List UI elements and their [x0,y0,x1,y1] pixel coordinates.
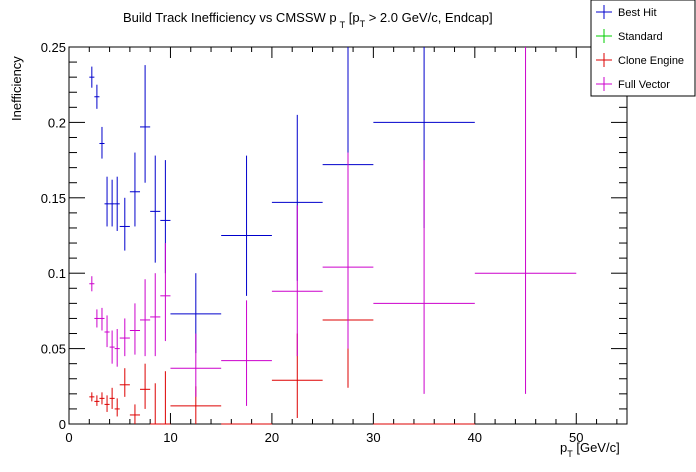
data-point [89,66,95,88]
y-tick-label: 0.15 [41,191,66,206]
data-point [104,395,110,412]
data-point [104,315,110,348]
x-axis-title-sub: T [567,449,573,459]
x-tick-label: 40 [468,430,482,445]
y-tick-label: 0.25 [41,40,66,55]
x-tick-label: 30 [366,430,380,445]
data-point [129,303,141,355]
series-best-hit [89,47,475,354]
x-axis-title-tail: [GeV/c] [573,440,620,455]
axis-ticks [68,46,627,425]
data-point [150,383,161,425]
legend-label: Clone Engine [618,55,684,67]
chart-title-mid: [p [345,10,359,25]
data-point [119,318,130,357]
chart-title-sub1: T [340,20,346,30]
data-point [322,152,374,349]
data-point [373,160,475,394]
legend-entry: Full Vector [596,77,670,91]
data-point [109,387,115,409]
chart-title-sub2: T [360,19,366,29]
chart-title-main: Build Track Inefficiency vs CMSSW p [123,10,337,25]
data-point [114,328,120,367]
data-point [271,205,323,357]
data-point [104,176,110,227]
x-tick-label: 50 [569,430,583,445]
series-layer [89,47,577,425]
x-tick-label: 0 [65,430,72,445]
series-full-vector [89,47,577,406]
y-tick-label: 0 [59,417,66,432]
data-point [89,276,95,292]
data-point [94,395,100,406]
data-point [89,392,95,402]
data-point [114,176,120,231]
data-point [221,300,272,406]
legend-entry: Standard [596,29,663,43]
legend-box [590,0,696,97]
data-point [99,392,105,405]
legend: Best Hit Standard Clone Engine Full Vector [590,0,696,97]
x-tick-label: 10 [163,430,177,445]
legend-label: Full Vector [618,79,670,91]
data-point [94,84,100,109]
data-point [129,152,141,227]
x-tick-label: 20 [265,430,279,445]
data-point [129,404,141,424]
data-point [140,363,151,409]
series-clone-engine [89,220,475,425]
chart-title-tail: > 2.0 GeV/c, Endcap] [365,10,493,25]
data-point [119,197,130,251]
x-axis-title: pT [GeV/c] [560,440,620,459]
y-tick-label: 0.2 [48,115,66,130]
data-point [119,368,130,397]
data-point [99,126,105,159]
data-point [170,333,222,397]
y-tick-label: 0.05 [41,342,66,357]
data-point [160,371,171,425]
data-point [150,273,161,357]
legend-entry: Best Hit [596,5,657,19]
data-point [221,155,272,296]
data-point [150,155,161,263]
y-tick-label: 0.1 [48,266,66,281]
data-point [140,279,151,357]
y-tick-labels: 0 0.05 0.1 0.15 0.2 0.25 [41,40,66,432]
x-axis-title-main: p [560,440,567,455]
data-point [109,179,115,227]
data-point [474,47,577,394]
legend-entry: Clone Engine [596,53,684,67]
legend-label: Best Hit [618,7,657,19]
x-tick-labels: 0 10 20 30 40 50 [65,430,583,445]
legend-label: Standard [618,31,663,43]
data-point [160,243,171,342]
data-point [109,330,115,364]
data-point [94,309,100,328]
data-point [140,65,151,183]
y-axis-title: Inefficiency [9,56,24,121]
data-point [114,398,120,417]
data-point [99,307,105,331]
